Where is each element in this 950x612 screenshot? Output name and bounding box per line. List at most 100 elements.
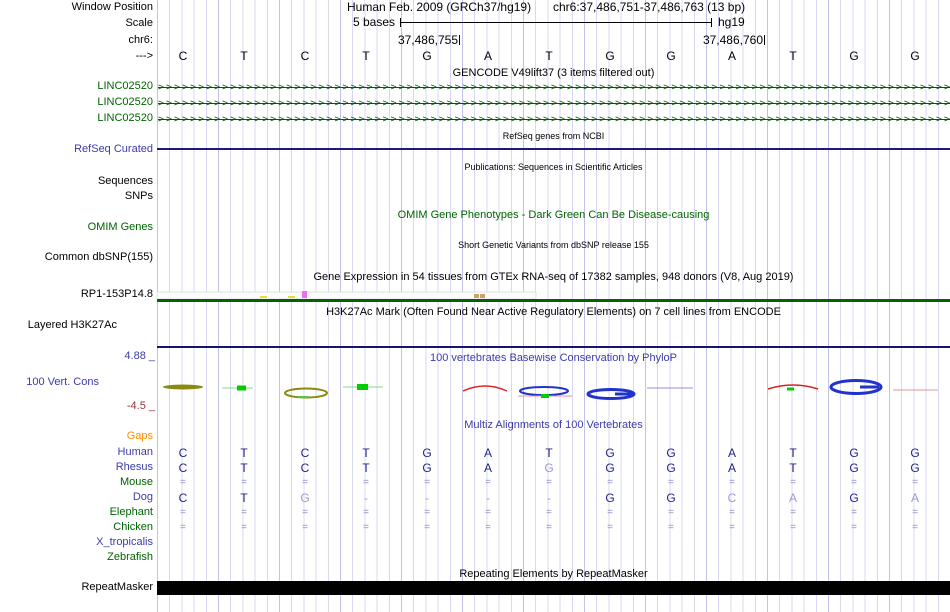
- alignment-cell: =: [912, 507, 918, 518]
- alignment-cell: =: [485, 507, 491, 518]
- alignment-cell: =: [180, 507, 186, 518]
- alignment-cell: =: [302, 522, 308, 533]
- species-label-human[interactable]: Human: [117, 446, 153, 458]
- alignment-cell: G: [910, 461, 920, 475]
- alignment-cell: G: [544, 461, 554, 475]
- alignment-cell: G: [422, 446, 432, 460]
- alignment-cell: G: [605, 446, 615, 460]
- base-letter: G: [605, 49, 615, 63]
- common-dbsnp-label[interactable]: Common dbSNP(155): [44, 251, 153, 263]
- alignment-cell: =: [363, 507, 369, 518]
- alignment-cell: G: [849, 461, 859, 475]
- h3k27ac-track-title: H3K27Ac Mark (Often Found Near Active Re…: [326, 306, 781, 318]
- refseq-curated-label[interactable]: RefSeq Curated: [74, 143, 153, 155]
- alignment-cell: =: [363, 522, 369, 533]
- publications-track-title: Publications: Sequences in Scientific Ar…: [464, 162, 643, 172]
- dbsnp-track-title: Short Genetic Variants from dbSNP releas…: [458, 240, 649, 250]
- species-label-mouse[interactable]: Mouse: [119, 476, 153, 488]
- base-letter: A: [727, 49, 736, 63]
- refseq-curated-line[interactable]: [157, 148, 950, 150]
- gene-arrow-row-1[interactable]: >>>>>>>>>>>>>>>>>>>>>>>>>>>>>>>>>>>>>>>>…: [158, 82, 950, 93]
- alignment-cell: A: [788, 491, 797, 505]
- gene-arrow-row-3[interactable]: >>>>>>>>>>>>>>>>>>>>>>>>>>>>>>>>>>>>>>>>…: [158, 114, 950, 125]
- base-letter: C: [300, 49, 310, 63]
- base-letter: G: [849, 49, 859, 63]
- position-text: chr6:37,486,751-37,486,763 (13 bp): [553, 0, 746, 14]
- h3k27ac-baseline[interactable]: [157, 346, 950, 348]
- alignment-cell: =: [851, 477, 857, 488]
- coord-right-tick: [764, 35, 765, 45]
- base-letter: G: [422, 49, 432, 63]
- scale-value: 5 bases: [352, 15, 395, 29]
- alignment-cell: G: [849, 491, 859, 505]
- alignment-cell: C: [178, 491, 188, 505]
- alignment-cell: T: [362, 461, 370, 475]
- alignment-cell: T: [545, 446, 553, 460]
- alignment-cell: =: [729, 522, 735, 533]
- base-letter: C: [178, 49, 188, 63]
- species-label-rhesus[interactable]: Rhesus: [115, 461, 153, 473]
- alignment-cell: C: [300, 461, 310, 475]
- gene-label-linc02520-1[interactable]: LINC02520: [97, 80, 153, 92]
- gene-label-linc02520-3[interactable]: LINC02520: [97, 112, 153, 124]
- base-letter: T: [362, 49, 370, 63]
- alignment-cell: =: [851, 507, 857, 518]
- gene-label-linc02520-2[interactable]: LINC02520: [97, 96, 153, 108]
- repeatmasker-label[interactable]: RepeatMasker: [81, 581, 153, 593]
- alignment-cell: A: [727, 446, 736, 460]
- alignment-cell: C: [178, 461, 188, 475]
- alignment-cell: A: [483, 446, 492, 460]
- alignment-cell: =: [668, 507, 674, 518]
- alignment-cell: =: [424, 477, 430, 488]
- alignment-cell: G: [666, 446, 676, 460]
- chrom-label: chr6:: [128, 34, 153, 46]
- alignment-cell: =: [546, 507, 552, 518]
- species-label-zebrafish[interactable]: Zebrafish: [107, 551, 153, 563]
- omim-genes-label[interactable]: OMIM Genes: [87, 221, 153, 233]
- base-letter: T: [789, 49, 797, 63]
- alignment-cell: =: [180, 522, 186, 533]
- alignment-cell: C: [178, 446, 188, 460]
- alignment-cell: =: [851, 522, 857, 533]
- alignment-cell: -: [547, 491, 551, 505]
- window-position-label: Window Position: [71, 1, 153, 13]
- assembly-text: Human Feb. 2009 (GRCh37/hg19): [347, 0, 532, 14]
- alignment-cell: =: [729, 477, 735, 488]
- gtex-gene-label[interactable]: RP1-153P14.8: [80, 288, 153, 300]
- base-letter: T: [240, 49, 248, 63]
- layered-h3k27ac-label[interactable]: Layered H3K27Ac: [27, 319, 117, 331]
- strand-arrow-label[interactable]: --->: [135, 50, 153, 62]
- conservation-min-value: -4.5 _: [126, 400, 155, 412]
- refseq-track-title: RefSeq genes from NCBI: [502, 131, 605, 141]
- alignment-cell: =: [241, 522, 247, 533]
- conservation-track-title: 100 vertebrates Basewise Conservation by…: [429, 352, 678, 364]
- alignment-cell: =: [607, 507, 613, 518]
- alignment-cell: -: [425, 491, 429, 505]
- sequences-label[interactable]: Sequences: [97, 175, 153, 187]
- gtex-track-title: Gene Expression in 54 tissues from GTEx …: [313, 271, 794, 283]
- species-label-chicken[interactable]: Chicken: [113, 521, 153, 533]
- gene-arrow-row-2[interactable]: >>>>>>>>>>>>>>>>>>>>>>>>>>>>>>>>>>>>>>>>…: [158, 98, 950, 109]
- coord-left-tick: [459, 35, 460, 45]
- conservation-label[interactable]: 100 Vert. Cons: [26, 376, 99, 388]
- alignment-cell: =: [424, 507, 430, 518]
- alignment-cell: =: [424, 522, 430, 533]
- species-label-dog[interactable]: Dog: [132, 491, 153, 503]
- scale-assembly-tag: hg19: [718, 15, 745, 29]
- alignment-cell: G: [300, 491, 310, 505]
- base-letter: A: [483, 49, 492, 63]
- alignment-cell: =: [363, 477, 369, 488]
- repeatmasker-element-bar[interactable]: [157, 581, 950, 595]
- snps-label[interactable]: SNPs: [124, 190, 153, 202]
- base-letter: T: [545, 49, 553, 63]
- alignment-cell: =: [668, 522, 674, 533]
- species-label-x_tropicalis[interactable]: X_tropicalis: [96, 536, 153, 548]
- species-label-elephant[interactable]: Elephant: [109, 506, 153, 518]
- alignment-cell: =: [912, 477, 918, 488]
- alignment-cell: =: [790, 522, 796, 533]
- alignment-cell: =: [241, 477, 247, 488]
- multiz-track-title: Multiz Alignments of 100 Vertebrates: [464, 419, 643, 431]
- base-letter: G: [666, 49, 676, 63]
- species-label-gaps[interactable]: Gaps: [126, 430, 153, 442]
- alignment-cell: =: [668, 477, 674, 488]
